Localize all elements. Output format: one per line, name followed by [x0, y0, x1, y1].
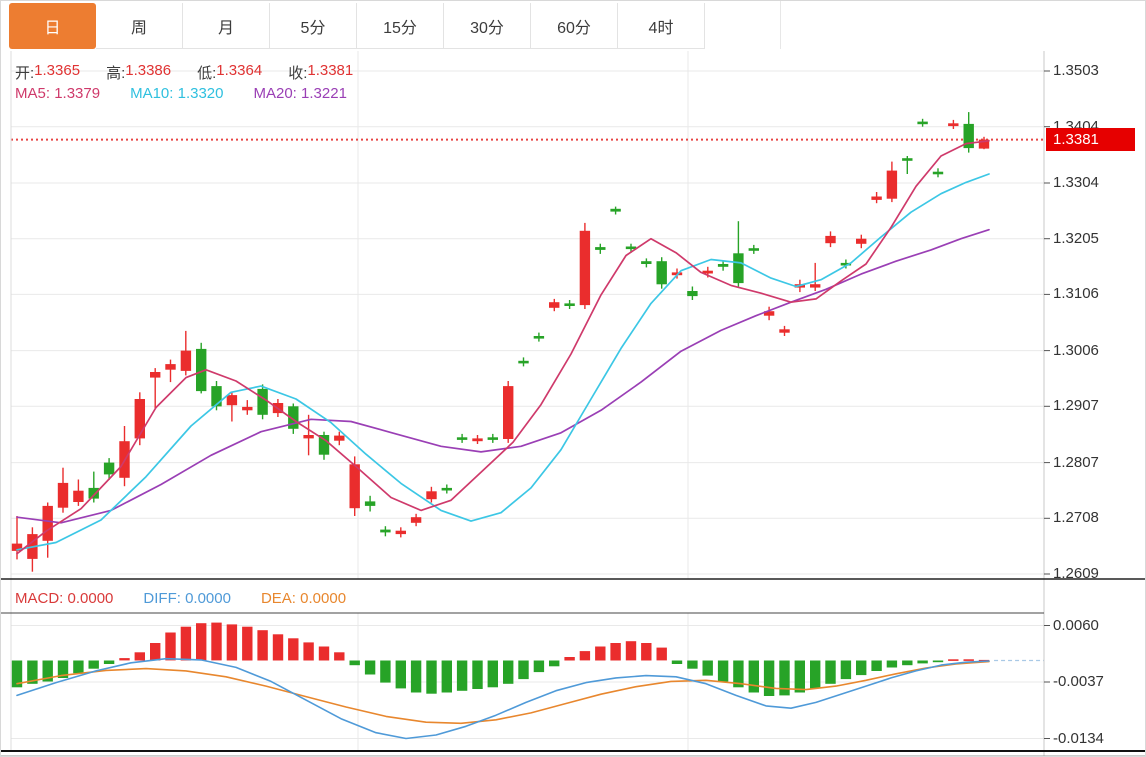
ohlc-legend: 开: 1.3365 高: 1.3386 低: 1.3364 收: 1.3381	[15, 62, 379, 83]
tab-30min[interactable]: 30分	[444, 3, 531, 49]
macd-grid	[11, 625, 1044, 739]
price-tick-1.2708: 1.2708	[1053, 509, 1099, 526]
macd-bars	[11, 622, 990, 696]
ma10-line	[16, 173, 990, 551]
macd-value-legend: MACD: 0.0000	[15, 590, 114, 607]
tab-day[interactable]: 日	[9, 3, 96, 49]
price-tick-1.3205: 1.3205	[1053, 230, 1099, 247]
macd-tick--0.0134: -0.0134	[1053, 730, 1104, 747]
low-value: 1.3364	[216, 62, 263, 79]
borders	[1, 51, 1145, 756]
ma10-legend: MA10: 1.3320	[130, 85, 224, 102]
tab-15min[interactable]: 15分	[357, 3, 444, 49]
tab-60min[interactable]: 60分	[531, 3, 618, 49]
dea-line	[16, 660, 990, 725]
tab-week[interactable]: 周	[96, 3, 183, 49]
diff-line	[16, 657, 990, 740]
close-value: 1.3381	[307, 62, 354, 79]
high-value: 1.3386	[125, 62, 172, 79]
tab-5min[interactable]: 5分	[270, 3, 357, 49]
tab-month[interactable]: 月	[183, 3, 270, 49]
close-label: 收:	[288, 65, 308, 82]
ma5-legend: MA5: 1.3379	[15, 85, 101, 102]
price-tick-1.3006: 1.3006	[1053, 342, 1099, 359]
timeframe-tabbar: 日 周 月 5分 15分 30分 60分 4时	[9, 3, 705, 49]
price-tick-1.2807: 1.2807	[1053, 454, 1099, 471]
macd-tick--0.0037: -0.0037	[1053, 673, 1104, 690]
price-tick-1.3503: 1.3503	[1053, 62, 1099, 79]
open-value: 1.3365	[34, 62, 81, 79]
macd-tick-0.0060: 0.0060	[1053, 617, 1099, 634]
diff-value-legend: DIFF: 0.0000	[143, 590, 231, 607]
low-label: 低:	[197, 65, 217, 82]
tab-4hour[interactable]: 4时	[618, 3, 705, 49]
tabbar-divider	[780, 1, 781, 49]
price-tick-1.3304: 1.3304	[1053, 174, 1099, 191]
open-label: 开:	[15, 65, 35, 82]
ma-legend: MA5: 1.3379 MA10: 1.3320 MA20: 1.3221	[15, 85, 347, 102]
price-tick-1.2609: 1.2609	[1053, 565, 1099, 582]
ma20-line	[16, 228, 990, 524]
last-price-tag: 1.3381	[1046, 128, 1135, 151]
macd-legend: MACD: 0.0000 DIFF: 0.0000 DEA: 0.0000	[15, 590, 346, 607]
price-tick-1.2907: 1.2907	[1053, 397, 1099, 414]
price-tick-1.3106: 1.3106	[1053, 285, 1099, 302]
dea-value-legend: DEA: 0.0000	[260, 590, 347, 607]
ma20-legend: MA20: 1.3221	[253, 85, 347, 102]
candles	[11, 112, 990, 572]
ma5-line	[16, 139, 990, 555]
high-label: 高:	[106, 65, 126, 82]
